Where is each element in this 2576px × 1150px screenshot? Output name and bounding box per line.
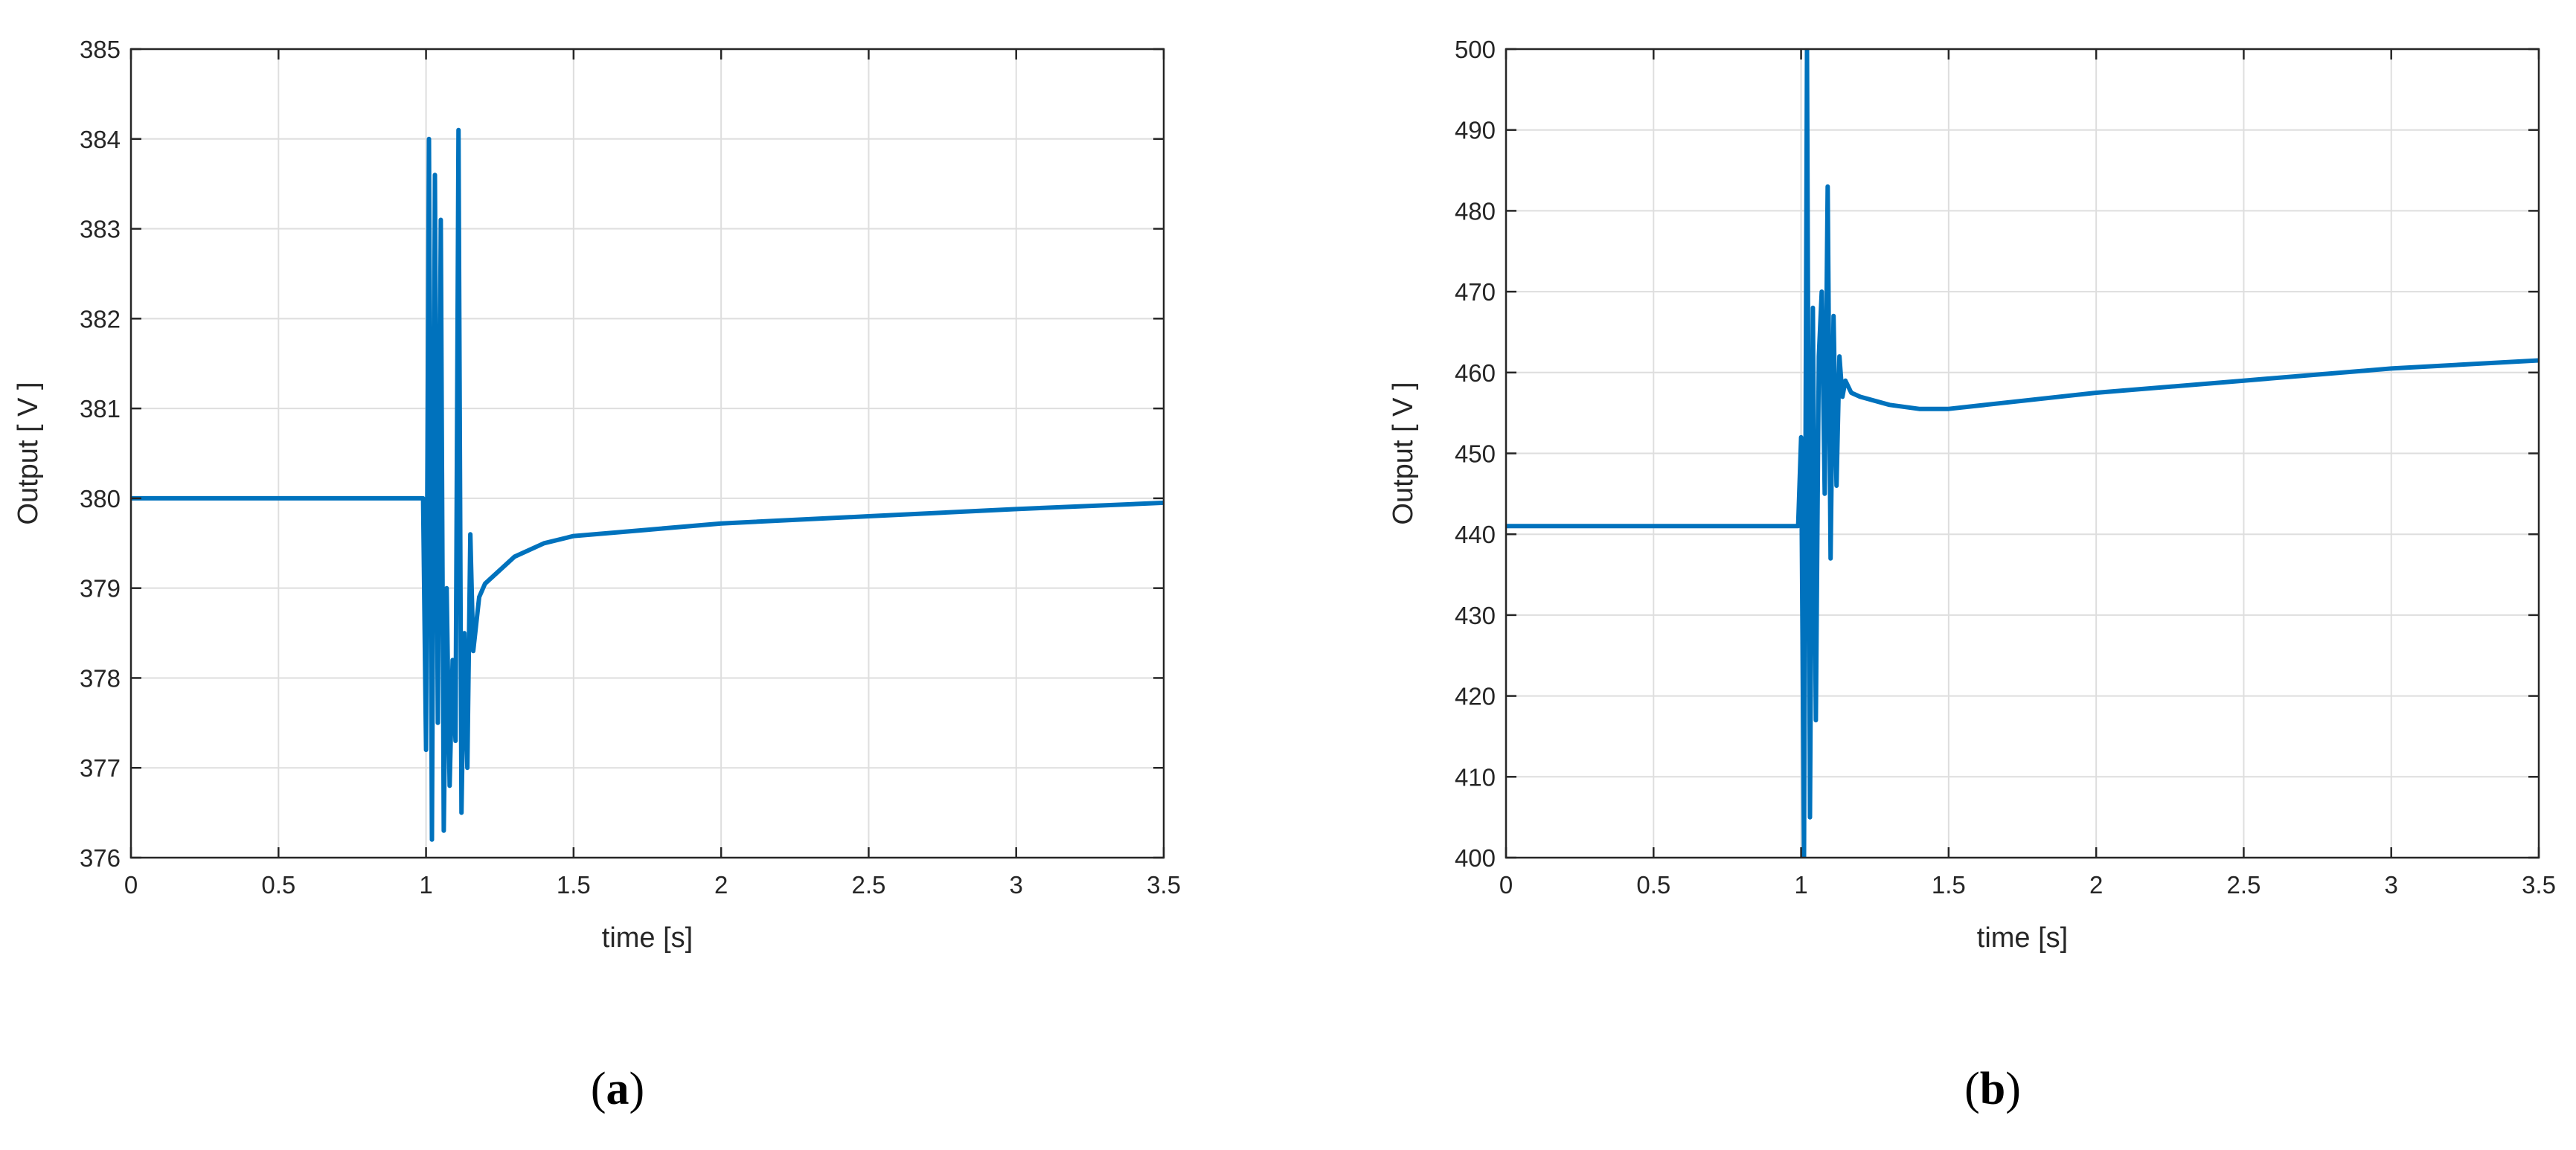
y-tick-label: 500 xyxy=(1455,36,1496,63)
x-tick-label: 2 xyxy=(2089,871,2103,899)
y-tick-label: 450 xyxy=(1455,440,1496,468)
y-tick-label: 430 xyxy=(1455,602,1496,629)
x-tick-label: 1 xyxy=(419,871,432,899)
y-tick-label: 381 xyxy=(80,395,121,423)
y-tick-label: 376 xyxy=(80,844,121,872)
x-tick-label: 1.5 xyxy=(1932,871,1966,899)
x-tick-label: 2 xyxy=(714,871,728,899)
y-tick-label: 410 xyxy=(1455,763,1496,791)
x-tick-label: 0 xyxy=(124,871,138,899)
x-tick-label: 2.5 xyxy=(2226,871,2261,899)
y-tick-label: 378 xyxy=(80,664,121,692)
y-tick-label: 377 xyxy=(80,754,121,782)
x-tick-label: 3.5 xyxy=(1147,871,1181,899)
y-tick-label: 470 xyxy=(1455,278,1496,306)
y-tick-label: 400 xyxy=(1455,844,1496,872)
axes-box xyxy=(129,48,1165,859)
x-tick-label: 1.5 xyxy=(557,871,591,899)
x-tick-label: 0.5 xyxy=(1636,871,1670,899)
chart-b: 0 0.5 1 1.5 2 2.5 3 3.5 400 410 420 430 440 450 460 470… xyxy=(1388,36,2556,1114)
x-axis-label: time [s] xyxy=(1977,922,2068,954)
panel-label: (b) xyxy=(1964,1064,2021,1114)
y-tick-label: 490 xyxy=(1455,117,1496,144)
x-axis-label: time [s] xyxy=(602,922,693,954)
y-tick-label: 420 xyxy=(1455,683,1496,710)
y-tick-label: 440 xyxy=(1455,521,1496,548)
y-tick-label: 480 xyxy=(1455,197,1496,225)
series-line xyxy=(1506,49,2539,858)
x-tick-label: 2.5 xyxy=(851,871,885,899)
y-tick-label: 383 xyxy=(80,216,121,243)
series-line xyxy=(131,127,1164,842)
y-tick-label: 384 xyxy=(80,126,121,153)
y-axis-label: Output [ V ] xyxy=(1388,382,1419,524)
x-tick-label: 3 xyxy=(1010,871,1023,899)
x-tick-label: 3.5 xyxy=(2522,871,2556,899)
panel-label: (a) xyxy=(591,1064,644,1114)
x-tick-label: 3 xyxy=(2385,871,2398,899)
y-tick-label: 382 xyxy=(80,305,121,333)
y-tick-label: 380 xyxy=(80,485,121,513)
x-tick-label: 0 xyxy=(1499,871,1513,899)
y-tick-label: 460 xyxy=(1455,359,1496,387)
y-tick-label: 379 xyxy=(80,575,121,603)
x-tick-label: 0.5 xyxy=(261,871,295,899)
y-axis-label: Output [ V ] xyxy=(13,382,44,524)
y-tick-label: 385 xyxy=(80,36,121,63)
x-tick-label: 1 xyxy=(1794,871,1807,899)
plot-area xyxy=(131,49,1164,858)
chart-a: 0 0.5 1 1.5 2 2.5 3 3.5 376 377 378 379 380 381 382 383… xyxy=(13,36,1181,1114)
